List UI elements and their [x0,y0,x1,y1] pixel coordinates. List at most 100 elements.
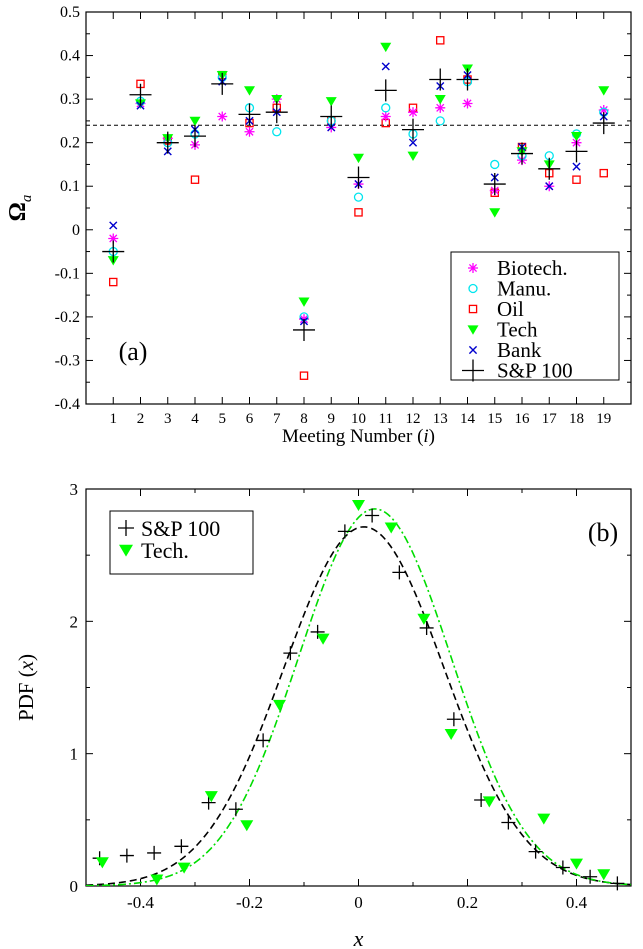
data-point [204,791,218,803]
data-point [598,105,609,115]
x-tick-label: 0 [354,893,363,912]
x-tick-label: 7 [273,411,281,427]
panel-a: 1 2 3 4 5 6 7 8 9 10 11 12 13 14 15 16 17 18 19-0.4-0.3-0.… [5,4,632,447]
data-point [381,62,390,71]
panel-label: (b) [588,518,618,547]
data-point [365,508,380,523]
y-tick-label: -0.1 [55,265,80,282]
data-point [482,796,496,808]
y-tick-label: 1 [70,745,79,764]
data-point [565,140,588,163]
data-point [190,175,200,184]
data-point [597,869,611,881]
data-point [272,127,282,137]
legend-marker [119,544,133,557]
x-tick-label: 3 [164,411,172,427]
data-point [316,633,330,645]
legend-label: Biotech. [497,256,568,280]
data-point [353,153,364,164]
data-point [271,94,283,105]
y-tick-label: 2 [70,612,79,631]
legend-label: Oil [497,297,524,321]
y-tick-label: 0.4 [60,48,80,65]
data-point [392,565,407,580]
data-point [174,839,189,854]
data-point [108,233,119,244]
legend-box [450,251,620,381]
x-tick-label: 4 [191,411,199,427]
x-tick-label: 9 [328,411,336,427]
y-axis-label: PDF (x) [14,654,38,721]
data-point [598,86,610,96]
legend-marker [468,304,478,314]
x-tick-label: 12 [406,411,421,427]
x-tick-label: 2 [137,411,145,427]
data-point [434,94,446,105]
data-point [537,813,551,825]
y-axis-label: Ωa [5,195,35,222]
x-tick-label: -0.2 [236,893,263,912]
data-point [244,86,255,96]
data-point [189,116,201,127]
data-point [325,97,337,107]
data-point [419,620,434,635]
data-point [150,874,164,886]
data-point [184,125,206,148]
x-axis-label: Meeting Number (i) [282,426,435,447]
y-tick-label: 3 [70,480,79,499]
y-tick-label: 0.5 [60,4,80,21]
data-point [402,118,424,141]
x-tick-label: -0.4 [127,893,154,912]
data-point [240,820,254,832]
data-point [381,103,391,113]
data-point [545,182,554,191]
data-point [444,728,458,740]
data-point [501,815,516,830]
data-point [265,101,288,124]
data-point [272,699,286,711]
y-tick-label: 0 [72,222,80,239]
x-tick-label: 5 [219,411,227,427]
x-tick-label: 8 [300,411,308,427]
data-point [95,857,109,869]
data-point [293,318,315,341]
series-tech- [95,500,611,886]
x-tick-label: 16 [515,411,531,427]
x-tick-label: 6 [246,411,254,427]
data-point [456,68,479,91]
x-tick-label: 10 [351,411,366,427]
x-tick-label: 17 [542,411,558,427]
fit-curve-tech- [86,508,631,886]
data-point [374,79,397,102]
x-tick-label: 0.2 [457,893,478,912]
fit-curve-s-p-100 [86,526,631,886]
x-tick-label: 15 [487,411,502,427]
data-point [528,844,543,859]
panel-b: -0.4 -0.2 0 0.2 0.4 0 1 2 3 x PDF (x) (b) S&P 100Tec… [14,480,632,949]
data-point [570,858,583,870]
data-point [147,845,162,860]
legend-marker [468,283,478,294]
data-point [483,173,506,196]
data-point [156,131,179,154]
x-tick-label: 11 [379,411,393,427]
data-point [435,116,445,126]
y-tick-label: -0.3 [55,352,80,369]
legend-marker [118,520,134,536]
legend-label: Tech. [141,538,189,563]
data-point [435,36,445,45]
y-tick-label: -0.2 [55,309,80,326]
data-point [408,138,418,147]
data-point [572,175,581,184]
series-s-p-100 [92,508,625,891]
data-point [446,712,461,727]
data-point [538,157,561,180]
data-point [201,795,216,810]
legend-label: S&P 100 [141,516,220,541]
data-point [320,105,343,128]
data-point [228,802,243,817]
data-point [380,111,391,122]
data-point [511,142,533,165]
data-point [217,111,228,122]
